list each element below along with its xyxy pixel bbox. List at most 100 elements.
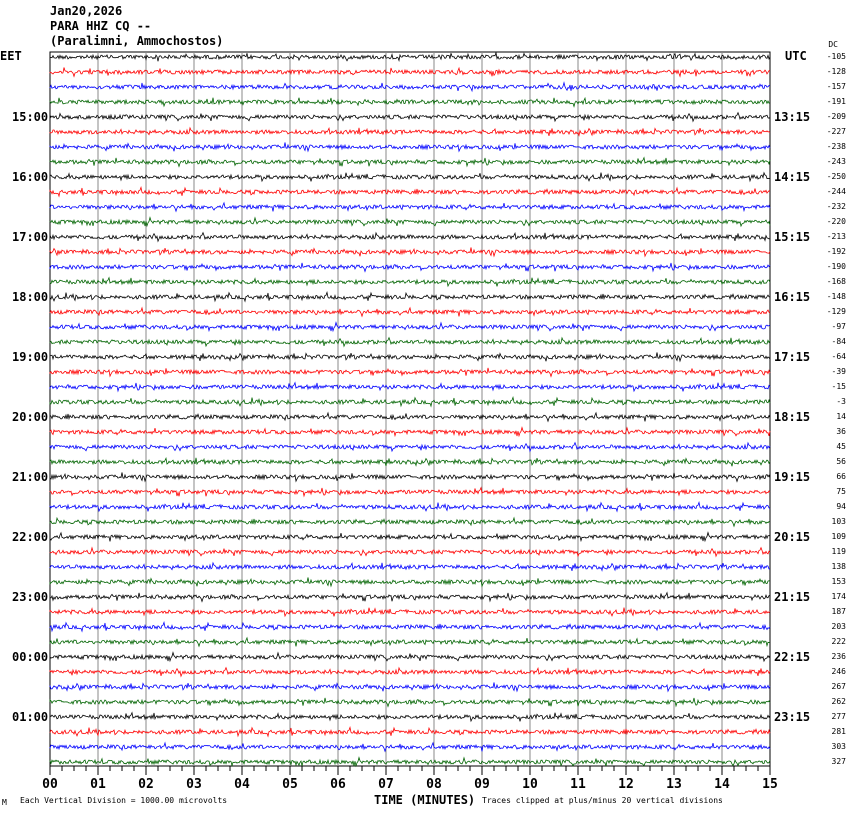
left-hour-label: 21:00 — [12, 470, 49, 484]
right-hour-label: 15:15 — [774, 230, 811, 244]
dc-offset: 153 — [831, 577, 846, 586]
dc-offset: -232 — [826, 202, 846, 211]
dc-offset: -64 — [831, 352, 846, 361]
dc-offset: 262 — [831, 697, 846, 706]
dc-offset: 103 — [831, 517, 846, 526]
dc-offset: -250 — [826, 172, 846, 181]
trace-line — [49, 276, 771, 288]
dc-offset: -128 — [826, 67, 846, 76]
trace-line — [49, 516, 771, 528]
trace-line — [49, 472, 771, 483]
dc-offset: 236 — [831, 652, 846, 661]
trace-line — [49, 621, 771, 633]
dc-offset: 277 — [831, 712, 846, 721]
left-hour-label: 01:00 — [12, 710, 49, 724]
right-hour-label: 14:15 — [774, 170, 811, 184]
trace-line — [49, 142, 771, 153]
trace-line — [49, 441, 771, 453]
clip-note: Traces clipped at plus/minus 20 vertical… — [482, 796, 723, 805]
x-tick-label: 00 — [42, 777, 58, 792]
dc-offset: 267 — [831, 682, 846, 691]
scale-note: Each Vertical Division = 1000.00 microvo… — [20, 796, 228, 805]
trace-line — [49, 216, 771, 228]
left-hour-label: 16:00 — [12, 170, 49, 184]
x-tick-label: 02 — [138, 777, 154, 792]
dc-offset: 45 — [836, 442, 846, 451]
dc-offset: -84 — [831, 337, 846, 346]
dc-offset: 174 — [831, 592, 846, 601]
trace-line — [49, 381, 771, 393]
left-hour-label: 18:00 — [12, 290, 49, 304]
trace-line — [49, 66, 771, 78]
station: PARA HHZ CQ -- — [50, 19, 152, 33]
x-tick-label: 12 — [618, 777, 634, 792]
trace-line — [49, 352, 771, 363]
dc-offset: -190 — [826, 262, 846, 271]
x-tick-label: 14 — [714, 777, 730, 792]
trace-line — [49, 336, 771, 348]
right-hour-label: 21:15 — [774, 590, 811, 604]
trace-line — [49, 231, 771, 243]
dc-offset: 109 — [831, 532, 846, 541]
trace-line — [49, 186, 771, 198]
x-tick-label: 11 — [570, 777, 586, 792]
trace-line — [49, 321, 771, 333]
trace-line — [49, 501, 771, 513]
trace-line — [49, 171, 771, 183]
dc-offset: 138 — [831, 562, 846, 571]
dc-offset: 281 — [831, 727, 846, 736]
left-hour-label: 22:00 — [12, 530, 49, 544]
dc-offset: 14 — [836, 412, 846, 421]
dc-offset: -157 — [826, 82, 846, 91]
right-hour-label: 22:15 — [774, 650, 811, 664]
dc-label: DC — [828, 40, 838, 49]
trace-line — [49, 666, 771, 678]
trace-line — [49, 591, 770, 603]
dc-offset: -209 — [826, 112, 846, 121]
dc-offset: 303 — [831, 742, 846, 751]
trace-line — [49, 697, 771, 708]
dc-offset: -168 — [826, 277, 846, 286]
dc-offset: 119 — [831, 547, 846, 556]
dc-offset: -192 — [826, 247, 846, 256]
dc-offset: -191 — [826, 97, 846, 106]
right-hour-label: 20:15 — [774, 530, 811, 544]
trace-line — [49, 262, 771, 273]
left-hour-label: 23:00 — [12, 590, 49, 604]
trace-line — [49, 81, 771, 93]
trace-line — [49, 726, 771, 738]
trace-line — [49, 577, 771, 588]
right-hour-label: 19:15 — [774, 470, 811, 484]
dc-offset: -227 — [826, 127, 846, 136]
dc-offset: 94 — [836, 502, 846, 511]
x-tick-label: 05 — [282, 777, 298, 792]
trace-line — [49, 741, 771, 753]
trace-line — [49, 456, 771, 467]
plot-frame — [49, 51, 771, 767]
dc-offset: 187 — [831, 607, 846, 616]
right-timezone: UTC — [785, 49, 807, 63]
trace-line — [49, 531, 771, 543]
trace-line — [49, 711, 771, 723]
trace-line — [49, 156, 771, 168]
x-axis-label: TIME (MINUTES) — [374, 793, 476, 807]
date: Jan20,2026 — [50, 4, 123, 18]
trace-line — [49, 367, 771, 378]
left-hour-label: 00:00 — [12, 650, 49, 664]
x-tick-label: 04 — [234, 777, 250, 792]
right-hour-label: 17:15 — [774, 350, 811, 364]
dc-offset: -238 — [826, 142, 846, 151]
left-hour-label: 20:00 — [12, 410, 49, 424]
dc-offset: 203 — [831, 622, 846, 631]
trace-line — [49, 201, 771, 213]
trace-line — [49, 291, 771, 303]
x-tick-label: 06 — [330, 777, 346, 792]
dc-offset: -148 — [826, 292, 846, 301]
dc-offset: -3 — [836, 397, 846, 406]
x-tick-label: 10 — [522, 777, 538, 792]
left-hour-label: 19:00 — [12, 350, 49, 364]
trace-line — [49, 651, 771, 663]
dc-offset: -129 — [826, 307, 846, 316]
